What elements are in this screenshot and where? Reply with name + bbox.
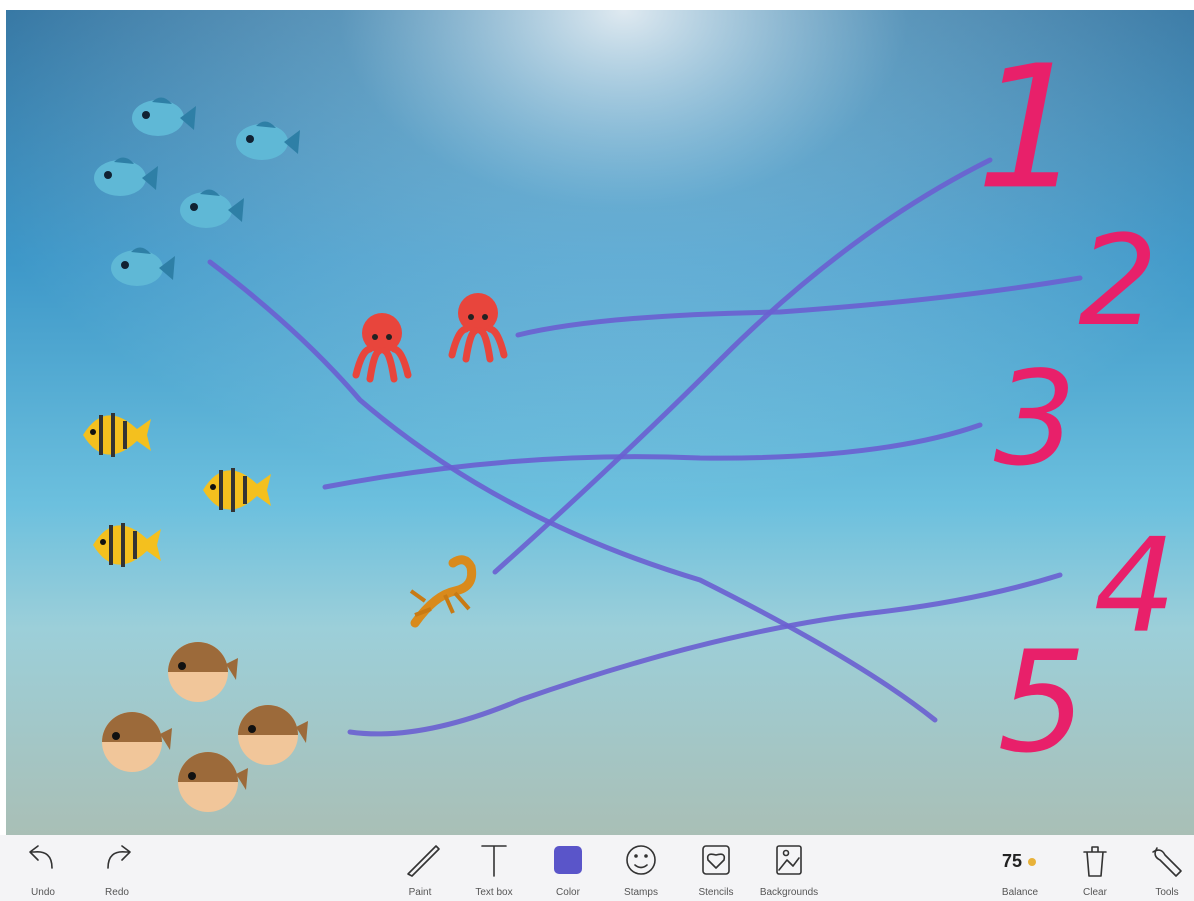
drawing-canvas[interactable]: 1 2 3 4 5 <box>6 10 1194 835</box>
page: 1 2 3 4 5 Undo Redo Paint Text box Color… <box>0 0 1194 901</box>
number-label: 2 <box>1078 209 1158 354</box>
toolbar: Undo Redo Paint Text box Color Stamps St… <box>0 835 1194 901</box>
label: Balance <box>1002 887 1039 898</box>
number-label: 4 <box>1094 510 1177 662</box>
label: Stencils <box>698 887 733 898</box>
label: Color <box>556 887 581 898</box>
label: Text box <box>475 887 512 898</box>
label: Undo <box>31 887 55 898</box>
color-button[interactable]: Color <box>554 846 582 898</box>
number-label: 1 <box>976 29 1084 227</box>
label: Tools <box>1155 887 1178 898</box>
number-label: 5 <box>997 622 1086 785</box>
label: Redo <box>105 887 129 898</box>
color-swatch <box>554 846 582 874</box>
app: 1 2 3 4 5 Undo Redo Paint Text box Color… <box>0 0 1194 901</box>
balance-value: 75 <box>1002 851 1022 871</box>
label: Paint <box>409 887 432 898</box>
coin-icon <box>1028 858 1036 866</box>
label: Clear <box>1083 887 1108 898</box>
number-label: 3 <box>994 343 1077 495</box>
label: Stamps <box>624 887 658 898</box>
label: Backgrounds <box>760 887 818 898</box>
